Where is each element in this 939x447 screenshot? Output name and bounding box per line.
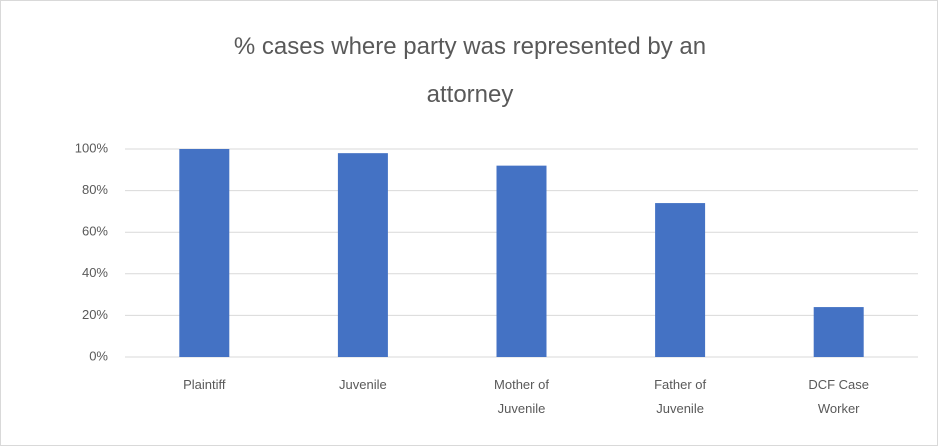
y-tick-label: 0% — [89, 348, 108, 363]
bar — [496, 165, 547, 357]
y-tick-label: 100% — [75, 140, 109, 155]
x-tick-label: Father of Juvenile — [654, 377, 706, 416]
bar — [337, 153, 388, 357]
x-tick-label: Juvenile — [339, 377, 387, 392]
x-tick-label: Mother of Juvenile — [494, 377, 549, 416]
y-tick-label: 20% — [82, 307, 108, 322]
y-tick-label: 40% — [82, 265, 108, 280]
y-tick-label: 80% — [82, 182, 108, 197]
x-tick-label: Plaintiff — [183, 377, 226, 392]
bar — [179, 149, 230, 357]
x-tick-label: DCF Case Worker — [808, 377, 869, 416]
bar — [655, 203, 706, 357]
y-tick-label: 60% — [82, 224, 108, 239]
chart-title: % cases where party was represented by a… — [234, 33, 706, 108]
bar — [813, 307, 864, 357]
